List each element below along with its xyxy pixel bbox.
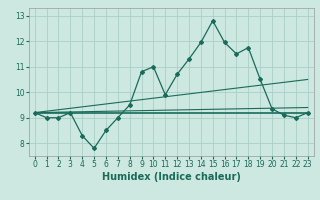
X-axis label: Humidex (Indice chaleur): Humidex (Indice chaleur): [102, 172, 241, 182]
